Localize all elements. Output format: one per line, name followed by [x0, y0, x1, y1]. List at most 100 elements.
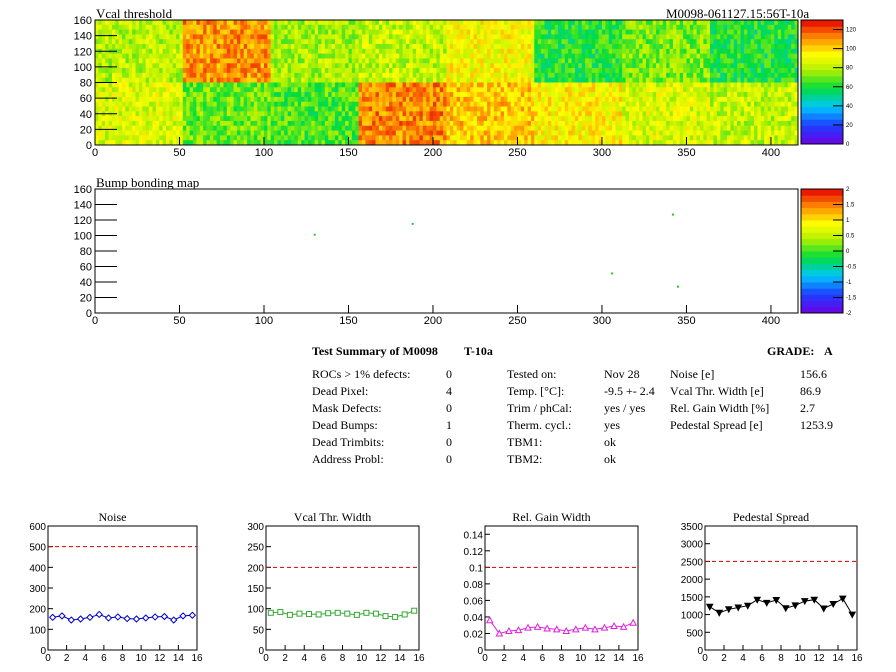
heatmap-cell: [263, 140, 268, 146]
heatmap-cell: [490, 77, 495, 83]
heatmap-cell: [307, 101, 312, 107]
heatmap-cell: [595, 63, 599, 69]
heatmap-cell: [743, 53, 748, 59]
heatmap-cell: [693, 111, 697, 117]
heatmap-cell: [155, 125, 160, 131]
heatmap-cell: [429, 130, 434, 136]
heatmap-cell: [351, 72, 356, 78]
heatmap-cell: [372, 77, 376, 83]
heatmap-cell: [348, 116, 353, 122]
heatmap-cell: [679, 29, 684, 35]
heatmap-cell: [551, 29, 555, 35]
heatmap-cell: [514, 106, 518, 112]
heatmap-cell: [203, 120, 207, 127]
heatmap-cell: [554, 29, 559, 35]
heatmap-cell: [291, 106, 295, 112]
heatmap-cell: [480, 96, 484, 103]
heatmap-cell: [510, 39, 515, 45]
heatmap-cell: [159, 77, 163, 83]
heatmap-cell: [426, 20, 430, 26]
heatmap-cell: [703, 34, 708, 40]
heatmap-cell: [196, 87, 201, 93]
heatmap-cell: [635, 106, 640, 112]
heatmap-cell: [686, 44, 691, 50]
heatmap-cell: [524, 48, 528, 54]
heatmap-cell: [720, 53, 724, 59]
heatmap-cell: [412, 120, 417, 127]
heatmap-cell: [159, 106, 163, 112]
heatmap-cell: [277, 87, 282, 93]
heatmap-cell: [595, 68, 599, 74]
heatmap-cell: [105, 140, 109, 146]
heatmap-cell: [368, 39, 373, 45]
heatmap-cell: [547, 77, 552, 83]
heatmap-cell: [128, 58, 133, 64]
heatmap-cell: [517, 92, 522, 98]
heatmap-cell: [382, 20, 386, 26]
heatmap-cell: [402, 125, 407, 131]
heatmap-cell: [253, 29, 258, 35]
heatmap-cell: [226, 29, 231, 35]
heatmap-cell: [588, 77, 593, 83]
heatmap-cell: [757, 44, 762, 50]
heatmap-cell: [291, 48, 295, 54]
heatmap-cell: [581, 120, 586, 127]
heatmap-cell: [169, 140, 174, 146]
heatmap-cell: [149, 92, 153, 98]
heatmap-cell: [220, 106, 224, 112]
heatmap-cell: [368, 111, 373, 117]
heatmap-cell: [541, 96, 545, 103]
heatmap-cell: [341, 140, 346, 146]
heatmap-cell: [537, 92, 542, 98]
heatmap-cell: [490, 39, 495, 45]
heatmap-cell: [737, 29, 741, 35]
heatmap-cell: [642, 68, 647, 74]
heatmap-cell: [598, 101, 603, 107]
heatmap-cell: [578, 92, 582, 98]
heatmap-cell: [652, 53, 657, 59]
heatmap-cell: [503, 101, 508, 107]
heatmap-cell: [338, 72, 343, 78]
heatmap-cell: [466, 44, 471, 50]
heatmap-cell: [209, 96, 214, 103]
heatmap-cell: [730, 63, 735, 69]
heatmap-cell: [520, 63, 525, 69]
heatmap-cell: [649, 68, 653, 74]
heatmap-cell: [206, 39, 211, 45]
heatmap-cell: [297, 135, 302, 141]
heatmap-cell: [730, 29, 735, 35]
heatmap-cell: [372, 111, 376, 117]
heatmap-cell: [605, 48, 610, 54]
heatmap-cell: [554, 101, 559, 107]
heatmap-cell: [676, 63, 681, 69]
heatmap-cell: [612, 87, 616, 93]
heatmap-cell: [247, 20, 251, 26]
heatmap-cell: [250, 24, 255, 30]
heatmap-cell: [693, 116, 697, 122]
heatmap-cell: [182, 20, 187, 26]
heatmap-cell: [230, 111, 234, 117]
heatmap-cell: [263, 87, 268, 93]
heatmap-cell: [716, 53, 721, 59]
heatmap-cell: [642, 96, 647, 103]
heatmap-cell: [287, 20, 292, 26]
heatmap-cell: [490, 20, 495, 26]
heatmap-cell: [382, 135, 386, 141]
heatmap-cell: [378, 58, 383, 64]
heatmap-cell: [247, 101, 251, 107]
heatmap-cell: [108, 125, 113, 131]
heatmap-cell: [473, 48, 478, 54]
heatmap-cell: [781, 39, 785, 45]
heatmap-cell: [480, 29, 484, 35]
heatmap-cell: [527, 72, 532, 78]
heatmap-cell: [199, 130, 204, 136]
heatmap-cell: [362, 135, 366, 141]
heatmap-cell: [132, 82, 136, 88]
heatmap-cell: [662, 120, 667, 127]
heatmap-cell: [247, 63, 251, 69]
heatmap-cell: [172, 20, 177, 26]
heatmap-cell: [541, 29, 545, 35]
heatmap-cell: [743, 58, 748, 64]
heatmap-cell: [172, 125, 177, 131]
heatmap-cell: [524, 125, 528, 131]
